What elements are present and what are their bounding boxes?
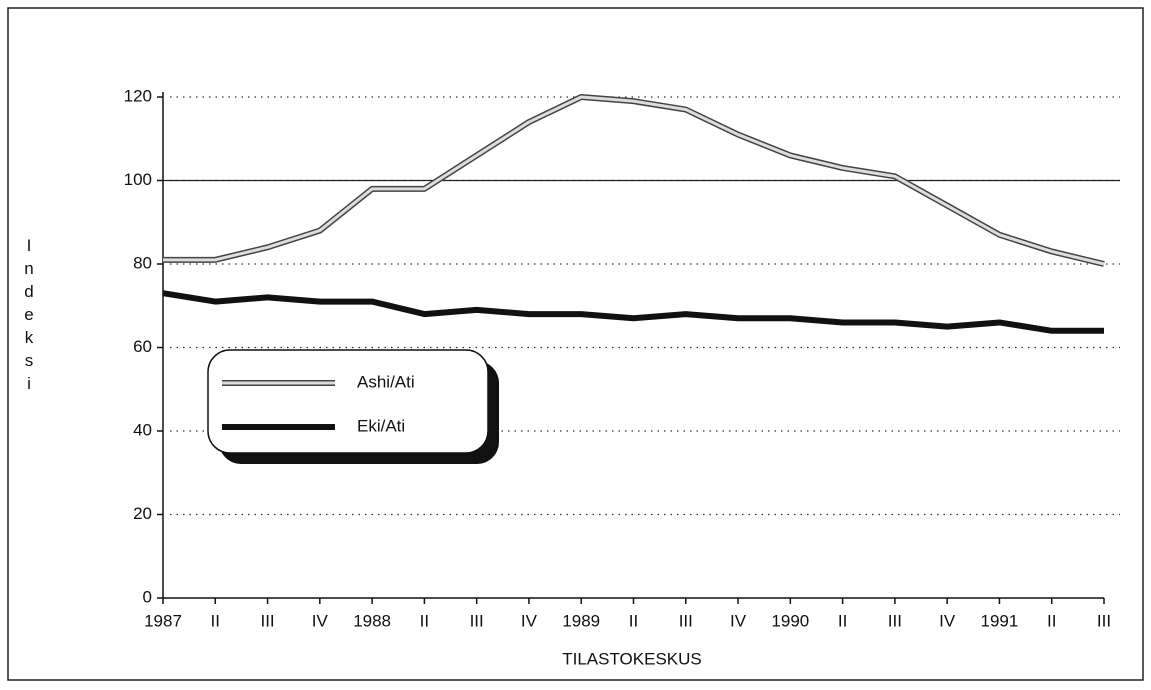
x-tick-label: IV	[730, 611, 747, 630]
x-tick-label: II	[211, 611, 220, 630]
series-line	[162, 290, 1104, 334]
y-axis-label: Indeksi	[20, 236, 39, 397]
x-tick-label: 1991	[981, 611, 1019, 630]
x-tick-label: IV	[939, 611, 956, 630]
y-tick-label: 40	[133, 420, 152, 439]
y-tick-label: 80	[133, 253, 152, 272]
x-tick-label: III	[888, 611, 902, 630]
legend-box	[207, 349, 489, 454]
y-tick-label: 20	[133, 504, 152, 523]
y-tick-label: 120	[124, 86, 152, 105]
y-tick-label: 60	[133, 337, 152, 356]
x-tick-label: III	[679, 611, 693, 630]
x-axis-label: TILASTOKESKUS	[562, 649, 702, 668]
y-tick-label: 0	[143, 587, 152, 606]
y-tick-label: 100	[124, 170, 152, 189]
x-tick-label: III	[1097, 611, 1111, 630]
x-tick-label: 1987	[144, 611, 182, 630]
series-line	[163, 95, 1105, 266]
x-tick-label: 1988	[353, 611, 391, 630]
legend-label: Eki/Ati	[357, 416, 405, 435]
x-tick-label: IV	[521, 611, 538, 630]
x-tick-label: II	[629, 611, 638, 630]
x-tick-label: III	[260, 611, 274, 630]
frame	[7, 7, 1144, 681]
x-tick-label: IV	[312, 611, 329, 630]
x-tick-label: 1990	[771, 611, 809, 630]
x-tick-label: II	[838, 611, 847, 630]
x-tick-label: 1989	[562, 611, 600, 630]
x-tick-label: III	[470, 611, 484, 630]
legend-label: Ashi/Ati	[357, 372, 415, 391]
x-tick-label: II	[1047, 611, 1056, 630]
x-tick-label: II	[420, 611, 429, 630]
